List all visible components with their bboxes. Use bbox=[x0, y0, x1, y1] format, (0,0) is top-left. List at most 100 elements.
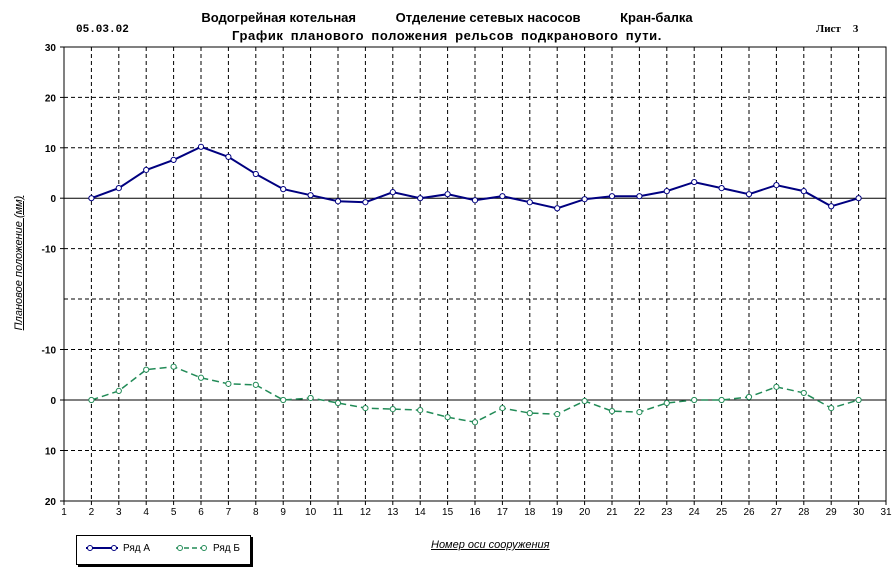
title-part-crane: Кран-балка bbox=[620, 10, 693, 25]
data-point-b bbox=[526, 410, 533, 417]
x-tick-label: 23 bbox=[661, 507, 673, 518]
data-point-b bbox=[718, 396, 725, 404]
x-tick-label: 5 bbox=[171, 507, 177, 518]
data-point-a bbox=[554, 205, 561, 212]
upper-y-tick-label: 0 bbox=[50, 194, 56, 205]
data-point-a bbox=[280, 186, 287, 193]
chart-title: Водогрейная котельная Отделение сетевых … bbox=[0, 10, 894, 25]
data-point-b bbox=[170, 363, 177, 370]
x-tick-label: 7 bbox=[226, 507, 232, 518]
x-tick-label: 10 bbox=[305, 507, 317, 518]
data-point-a bbox=[362, 199, 369, 206]
data-point-a bbox=[252, 170, 259, 178]
data-point-a bbox=[636, 193, 643, 200]
x-tick-label: 16 bbox=[469, 507, 481, 518]
x-tick-label: 17 bbox=[497, 507, 509, 518]
data-point-a bbox=[444, 191, 451, 198]
data-point-b bbox=[334, 399, 342, 407]
y-axis-label: Плановое положение (мм) bbox=[13, 195, 25, 331]
x-axis-label: Номер оси сооружения bbox=[431, 539, 550, 551]
x-tick-label: 25 bbox=[716, 507, 728, 518]
data-point-a bbox=[307, 192, 314, 199]
data-point-b bbox=[389, 405, 396, 413]
x-tick-label: 26 bbox=[743, 507, 755, 518]
lower-y-tick-label: 20 bbox=[45, 497, 57, 508]
x-tick-label: 20 bbox=[579, 507, 591, 518]
lower-y-tick-label: 10 bbox=[45, 447, 57, 458]
data-point-a bbox=[718, 185, 725, 192]
upper-y-tick-label: 30 bbox=[45, 43, 57, 54]
data-point-a bbox=[417, 195, 424, 202]
lower-y-tick-label: -10 bbox=[42, 346, 57, 357]
data-point-b bbox=[115, 387, 122, 395]
legend-label-series-b: Ряд Б bbox=[213, 543, 240, 554]
data-point-b bbox=[745, 393, 753, 401]
data-point-b bbox=[636, 409, 643, 416]
chart-legend: Ряд А Ряд Б bbox=[76, 535, 251, 565]
x-tick-label: 1 bbox=[61, 507, 67, 518]
data-point-b bbox=[691, 396, 698, 404]
x-tick-label: 18 bbox=[524, 507, 536, 518]
x-tick-label: 19 bbox=[552, 507, 564, 518]
data-point-a bbox=[663, 188, 670, 195]
title-part-pumps: Отделение сетевых насосов bbox=[395, 10, 581, 25]
x-tick-label: 11 bbox=[333, 507, 344, 518]
data-point-a bbox=[389, 189, 396, 196]
x-tick-label: 31 bbox=[880, 507, 892, 518]
legend-item-series-a: Ряд А bbox=[85, 543, 150, 554]
data-point-a bbox=[225, 153, 232, 160]
data-point-b bbox=[855, 396, 862, 404]
sheet-label: Лист bbox=[816, 23, 841, 35]
data-point-a bbox=[828, 203, 835, 210]
data-point-b bbox=[417, 407, 424, 414]
x-tick-label: 24 bbox=[689, 507, 701, 518]
data-point-b bbox=[499, 404, 506, 412]
legend-item-series-b: Ряд Б bbox=[175, 543, 240, 554]
data-point-a bbox=[581, 196, 588, 203]
upper-y-tick-label: 20 bbox=[45, 93, 57, 104]
data-point-b bbox=[581, 397, 588, 405]
data-point-b bbox=[800, 389, 807, 397]
data-point-b bbox=[444, 414, 451, 421]
data-point-a bbox=[115, 185, 122, 192]
x-tick-label: 6 bbox=[198, 507, 204, 518]
data-point-a bbox=[499, 193, 506, 200]
data-point-b bbox=[828, 404, 835, 412]
legend-swatch-series-a bbox=[86, 545, 118, 552]
data-point-a bbox=[691, 178, 698, 186]
upper-y-tick-label: 10 bbox=[45, 144, 57, 155]
data-point-a bbox=[170, 156, 177, 163]
data-point-a bbox=[855, 195, 862, 202]
data-point-a bbox=[334, 198, 342, 205]
data-point-b bbox=[608, 408, 616, 415]
x-tick-label: 27 bbox=[771, 507, 783, 518]
upper-y-tick-label: -10 bbox=[42, 245, 57, 256]
x-tick-label: 3 bbox=[116, 507, 122, 518]
x-tick-label: 22 bbox=[634, 507, 646, 518]
date-label: 05.03.02 bbox=[76, 24, 129, 36]
data-point-b bbox=[471, 419, 479, 426]
x-tick-label: 13 bbox=[387, 507, 399, 518]
data-point-a bbox=[800, 188, 807, 195]
data-point-a bbox=[143, 166, 150, 174]
x-tick-label: 9 bbox=[280, 507, 286, 518]
x-tick-label: 12 bbox=[360, 507, 372, 518]
lower-y-tick-label: 0 bbox=[50, 396, 56, 407]
data-point-b bbox=[197, 374, 205, 381]
chart-subtitle: График планового положения рельсов подкр… bbox=[232, 28, 662, 43]
data-point-a bbox=[526, 199, 533, 206]
x-tick-label: 4 bbox=[143, 507, 149, 518]
sheet-indicator: Лист 3 bbox=[816, 23, 858, 35]
x-tick-label: 29 bbox=[826, 507, 838, 518]
data-point-b bbox=[88, 396, 95, 404]
data-point-b bbox=[225, 380, 232, 387]
data-point-b bbox=[280, 396, 287, 404]
data-point-a bbox=[608, 193, 616, 200]
data-point-a bbox=[773, 181, 780, 189]
x-tick-label: 21 bbox=[606, 507, 618, 518]
x-tick-label: 15 bbox=[442, 507, 454, 518]
legend-label-series-a: Ряд А bbox=[123, 543, 151, 554]
legend-swatch-series-b bbox=[176, 545, 208, 552]
data-point-b bbox=[773, 383, 780, 390]
data-point-a bbox=[745, 191, 753, 198]
